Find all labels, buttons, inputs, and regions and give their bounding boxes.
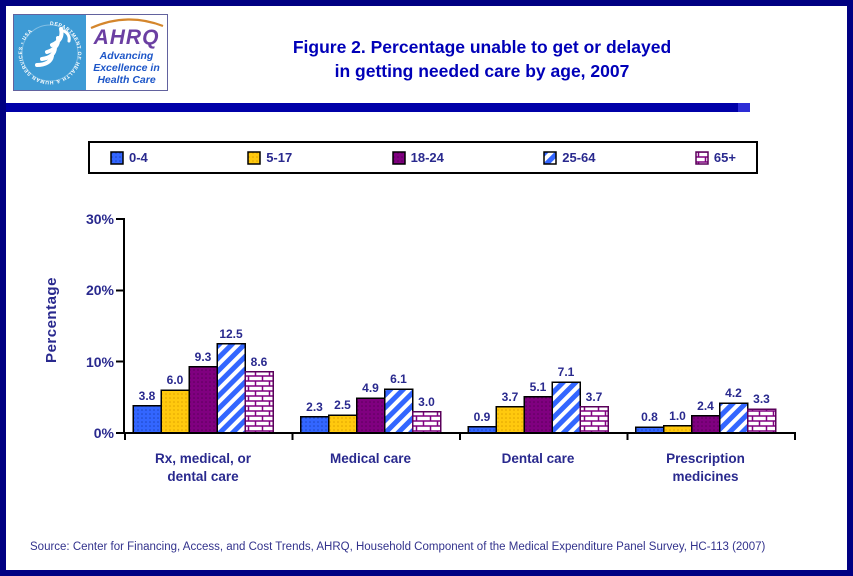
ahrq-wordmark: AHRQ: [93, 26, 160, 49]
bar-65+: [579, 405, 609, 434]
legend-swatch-icon: [110, 150, 124, 165]
legend-label: 65+: [713, 150, 736, 165]
legend-label: 5-17: [266, 150, 293, 165]
ahrq-tagline-line1: Advancing: [99, 50, 154, 62]
hhs-seal: DEPARTMENT OF HEALTH & HUMAN SERVICES • …: [14, 15, 86, 90]
bar-25-64: [383, 388, 414, 434]
chart-legend: 0-4 5-17 18-24 25-64 65+: [88, 141, 758, 174]
agency-logo: DEPARTMENT OF HEALTH & HUMAN SERVICES • …: [13, 14, 168, 91]
figure-title-line1: Figure 2. Percentage unable to get or de…: [292, 37, 672, 57]
bar-5-17: [495, 405, 525, 434]
bar-5-17: [327, 414, 358, 434]
legend-item-25-64: 25-64: [543, 150, 596, 165]
legend-swatch-icon: [695, 150, 709, 165]
ahrq-tagline-line3: Health Care: [97, 74, 156, 87]
bar-25-64: [551, 381, 581, 434]
bar-18-24: [523, 395, 553, 434]
bar-65+: [244, 370, 274, 434]
legend-label: 0-4: [129, 150, 148, 165]
legend-item-65+: 65+: [695, 150, 736, 165]
header-divider-tip: [738, 103, 750, 112]
bar-25-64: [718, 402, 749, 434]
bar-5-17: [662, 425, 693, 434]
ahrq-logo: AHRQ Advancing Excellence in Health Care: [86, 15, 167, 90]
legend-label: 18-24: [410, 150, 444, 165]
source-note: Source: Center for Financing, Access, an…: [30, 541, 766, 553]
header-divider: [6, 103, 738, 112]
legend-item-0-4: 0-4: [110, 150, 148, 165]
bar-65+: [411, 410, 442, 434]
bar-0-4: [299, 415, 330, 434]
legend-swatch-icon: [391, 150, 406, 165]
bar-25-64: [216, 343, 246, 434]
legend-label: 25-64: [562, 150, 596, 165]
ahrq-arc-icon: [90, 18, 163, 29]
figure-title: Figure 2. Percentage unable to get or de…: [232, 36, 732, 83]
hhs-eagle-icon: DEPARTMENT OF HEALTH & HUMAN SERVICES • …: [18, 21, 81, 85]
bar-18-24: [690, 415, 721, 434]
legend-item-5-17: 5-17: [247, 150, 292, 165]
bar-18-24: [355, 397, 386, 434]
legend-item-18-24: 18-24: [391, 150, 444, 165]
legend-swatch-icon: [543, 150, 557, 165]
legend-swatch-icon: [247, 150, 261, 165]
bar-65+: [746, 408, 777, 434]
bar-5-17: [160, 389, 190, 434]
bar-18-24: [188, 365, 218, 434]
ahrq-tagline-line2: Excellence in: [93, 62, 160, 75]
ahrq-tagline: Advancing Excellence in Health Care: [93, 50, 160, 86]
bar-0-4: [132, 405, 162, 434]
figure-title-line2: in getting needed care by age, 2007: [334, 60, 630, 81]
